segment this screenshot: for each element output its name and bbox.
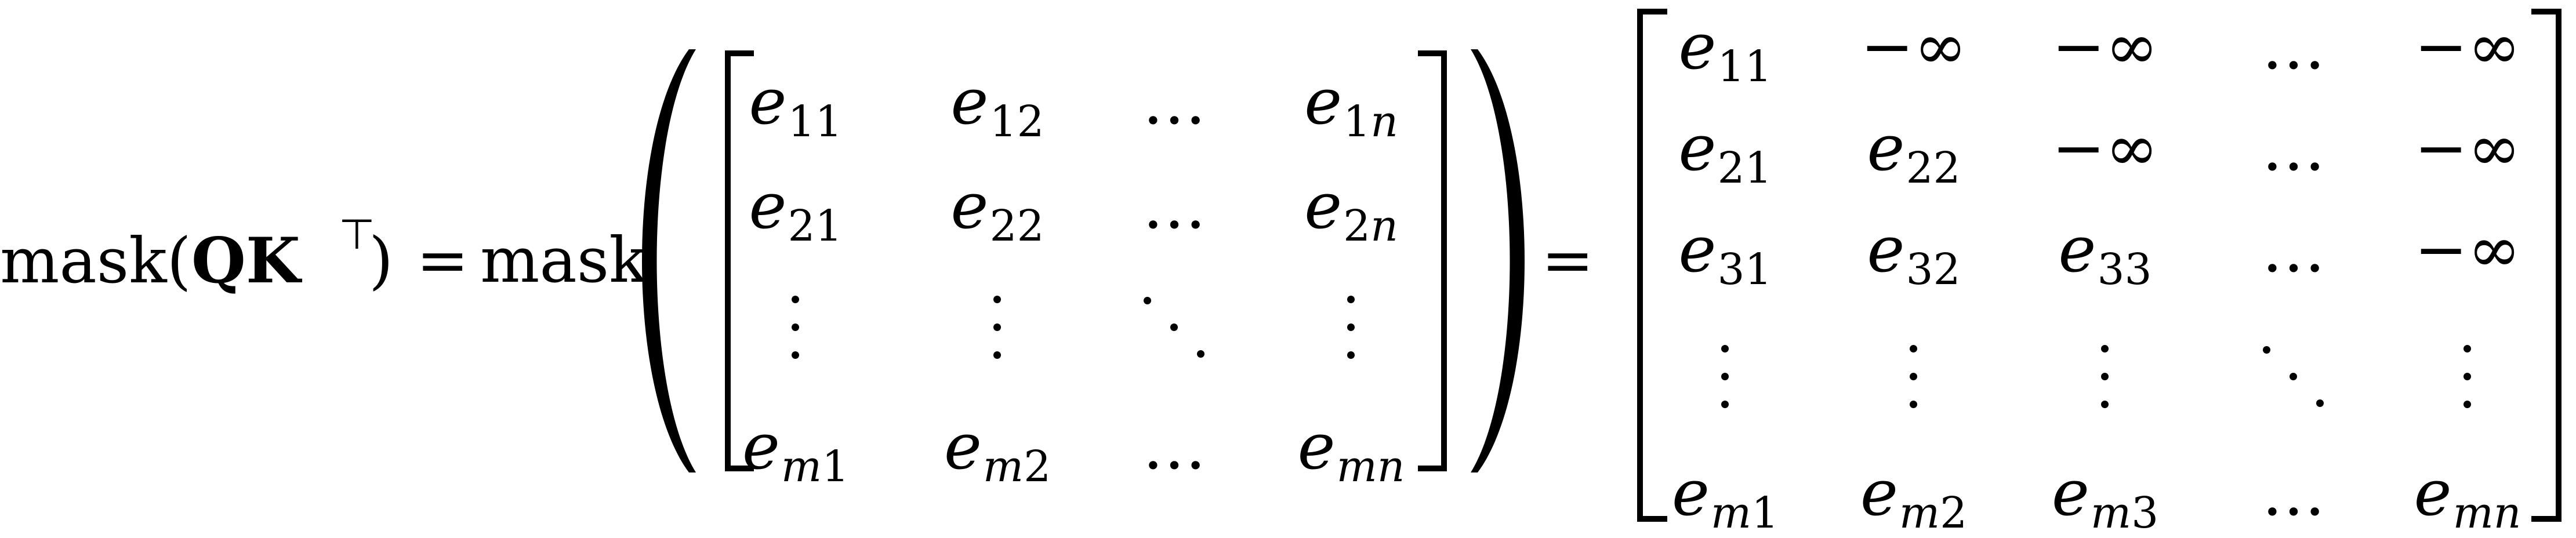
result-matrix-vdots xyxy=(2463,345,2472,409)
open-paren: ( xyxy=(166,225,191,297)
result-matrix-vdots xyxy=(1910,345,1918,409)
equals-sign-1: = xyxy=(416,224,469,297)
k-matrix-symbol: K xyxy=(245,224,300,297)
close-paren: ) xyxy=(369,224,394,297)
big-right-paren xyxy=(1471,49,1525,472)
middle-matrix-entry-subscript: 21 xyxy=(788,201,843,251)
middle-matrix-entry-e11: e11 xyxy=(749,70,842,143)
middle-matrix-ddots xyxy=(1142,296,1206,359)
result-matrix-hdots: … xyxy=(2262,111,2325,185)
result-matrix-neg-infinity: −∞ xyxy=(2414,212,2521,286)
result-matrix-entry-subscript: m3 xyxy=(2090,488,2159,538)
mask-function-label: mask xyxy=(0,225,167,297)
middle-matrix-entry-base: e xyxy=(1304,169,1343,243)
big-left-paren xyxy=(642,49,696,472)
middle-matrix-entry-e2n: e2n xyxy=(1304,174,1398,248)
middle-matrix-entry-e22: e22 xyxy=(950,174,1044,248)
middle-matrix-entry-base: e xyxy=(742,409,780,484)
result-matrix-entry-em3: em3 xyxy=(2052,461,2158,535)
transpose-symbol: ⊤ xyxy=(339,210,375,259)
result-matrix-entry-subscript: 11 xyxy=(1717,42,1772,92)
middle-matrix-vdots xyxy=(792,296,800,359)
result-matrix-vdots xyxy=(2101,345,2109,409)
result-matrix-entry-subscript: mn xyxy=(2452,488,2521,538)
result-matrix-entry-base: e xyxy=(1678,9,1717,83)
middle-matrix-entry-emn: emn xyxy=(1298,415,1405,488)
middle-matrix-entry-e1n: e1n xyxy=(1304,70,1398,143)
middle-matrix-entry-base: e xyxy=(950,169,989,243)
result-matrix-entry-emn: emn xyxy=(2414,461,2521,535)
middle-matrix-entry-subscript: m2 xyxy=(982,442,1051,492)
middle-matrix-entry-em2: em2 xyxy=(944,415,1051,488)
middle-matrix-entry-base: e xyxy=(749,64,787,139)
middle-matrix-vdots xyxy=(993,296,1002,359)
middle-matrix-entry-subscript: mn xyxy=(1336,442,1405,492)
result-matrix-entry-subscript: 21 xyxy=(1717,143,1772,193)
lhs-close: ) xyxy=(369,230,393,292)
result-matrix-entry-base: e xyxy=(1867,111,1905,185)
delimiters xyxy=(642,9,2562,522)
result-matrix-entry-subscript: m1 xyxy=(1710,488,1779,538)
result-matrix-entry-e31: e31 xyxy=(1678,217,1772,291)
result-matrix-neg-infinity: −∞ xyxy=(2414,111,2521,185)
result-matrix-ddots xyxy=(2262,345,2325,409)
result-matrix-hdots: … xyxy=(2262,456,2325,530)
result-matrix-entry-e11: e11 xyxy=(1678,14,1772,88)
middle-matrix-entry-base: e xyxy=(944,409,982,484)
result-matrix-neg-infinity: −∞ xyxy=(1860,9,1967,83)
result-right-bracket xyxy=(2531,9,2562,522)
middle-matrix-hdots: … xyxy=(1142,409,1206,484)
middle-matrix-entry-em1: em1 xyxy=(742,415,849,488)
result-matrix-entry-subscript: 32 xyxy=(1906,245,1961,295)
mask-function-label-2: mask xyxy=(480,224,647,297)
middle-matrix-hdots: … xyxy=(1142,169,1206,243)
middle-matrix-vdots xyxy=(1347,296,1355,359)
middle-matrix-entry-subscript: m1 xyxy=(781,442,850,492)
equals-sign-2: = xyxy=(1541,224,1594,297)
result-matrix-entry-base: e xyxy=(2058,212,2096,286)
result-left-bracket xyxy=(1637,9,1667,522)
lhs-expression: mask(QK xyxy=(0,230,300,293)
result-matrix-neg-infinity: −∞ xyxy=(2414,9,2521,83)
result-matrix-entry-subscript: 33 xyxy=(2097,245,2152,295)
middle-left-bracket xyxy=(725,50,754,471)
result-matrix-vdots xyxy=(1721,345,1729,409)
middle-matrix-entry-subscript: 11 xyxy=(788,97,843,147)
result-matrix-neg-infinity: −∞ xyxy=(2052,111,2158,185)
middle-matrix-entry-base: e xyxy=(1297,409,1336,484)
middle-matrix-entry-subscript: 12 xyxy=(989,97,1044,147)
result-matrix-hdots: … xyxy=(2262,9,2325,83)
result-matrix-entry-base: e xyxy=(1678,212,1717,286)
result-matrix-entry-e32: e32 xyxy=(1867,217,1960,291)
result-matrix-entry-subscript: m2 xyxy=(1899,488,1968,538)
result-matrix-entry-base: e xyxy=(1860,456,1898,530)
q-matrix-symbol: Q xyxy=(191,224,246,297)
result-matrix-entry-subscript: 22 xyxy=(1906,143,1961,193)
result-matrix-entry-e33: e33 xyxy=(2058,217,2151,291)
result-matrix-entry-base: e xyxy=(2051,456,2089,530)
middle-matrix-entry-subscript: 2n xyxy=(1343,201,1398,251)
result-matrix-entry-base: e xyxy=(1867,212,1905,286)
result-matrix-entry-e22: e22 xyxy=(1867,116,1960,190)
middle-matrix-entry-base: e xyxy=(1304,64,1343,139)
result-matrix-entry-base: e xyxy=(1671,456,1710,530)
middle-matrix-entry-e21: e21 xyxy=(749,174,842,248)
middle-matrix-entry-subscript: 1n xyxy=(1343,97,1398,147)
result-matrix-entry-base: e xyxy=(2414,456,2452,530)
result-matrix-entry-subscript: 31 xyxy=(1717,245,1772,295)
result-matrix-entry-e21: e21 xyxy=(1678,116,1772,190)
middle-right-bracket xyxy=(1418,50,1447,471)
result-matrix-entry-em1: em1 xyxy=(1672,461,1779,535)
middle-matrix-hdots: … xyxy=(1142,64,1206,139)
result-matrix-hdots: … xyxy=(2262,212,2325,286)
middle-matrix-entry-e12: e12 xyxy=(950,70,1044,143)
result-matrix-entry-em2: em2 xyxy=(1860,461,1967,535)
middle-matrix-entry-subscript: 22 xyxy=(989,201,1044,251)
result-matrix-entry-base: e xyxy=(1678,111,1717,185)
middle-matrix-entry-base: e xyxy=(950,64,989,139)
result-matrix-neg-infinity: −∞ xyxy=(2052,9,2158,83)
middle-matrix-entry-base: e xyxy=(749,169,787,243)
